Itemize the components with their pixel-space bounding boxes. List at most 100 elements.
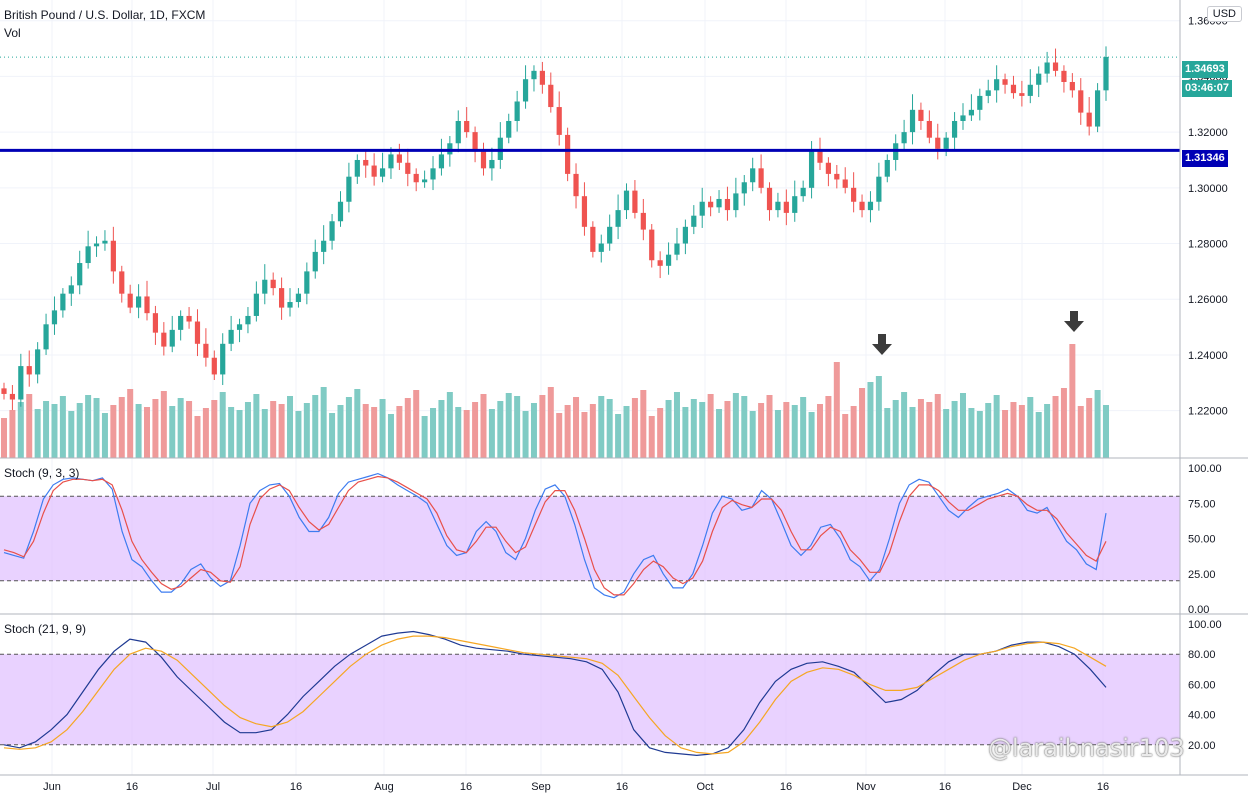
volume-bar — [303, 403, 310, 458]
candle-body — [724, 198, 731, 211]
candle-body — [236, 324, 243, 330]
candle-body — [152, 313, 159, 333]
candle-body — [279, 288, 285, 308]
candle-body — [379, 168, 386, 177]
candle-body — [228, 329, 234, 344]
volume-bar — [160, 391, 167, 458]
candle-body — [699, 201, 705, 216]
price-candles — [1, 46, 1109, 411]
candle-body — [674, 243, 680, 255]
volume-bar — [362, 404, 369, 458]
stoch-slow-title: Stoch (21, 9, 9) — [4, 622, 87, 636]
stoch-tick-label: 50.00 — [1188, 534, 1216, 546]
candle-body — [750, 168, 756, 183]
volume-bar — [539, 395, 546, 458]
volume-bar — [993, 395, 1000, 458]
candle-body — [253, 293, 259, 316]
candle-body — [1010, 84, 1017, 94]
candle-body — [733, 193, 739, 211]
last-price-badge: 1.34693 — [1182, 61, 1228, 78]
volume-bar — [1069, 344, 1076, 458]
stoch-slow-band — [0, 653, 1180, 746]
candle-body — [977, 95, 983, 110]
stoch-slow-lines — [3, 630, 1107, 757]
volume-bar — [270, 401, 277, 458]
volume-bar — [875, 376, 882, 458]
volume-bar — [1044, 404, 1051, 458]
volume-bar — [320, 387, 327, 458]
candle-body — [775, 201, 781, 211]
stoch-series-line — [3, 635, 1107, 755]
candle-body — [413, 173, 419, 183]
candle-body — [60, 293, 66, 311]
stoch-series-line — [3, 630, 1107, 757]
volume-bar — [682, 407, 689, 458]
volume-bar — [253, 394, 260, 458]
volume-markers — [872, 311, 1084, 355]
candle-body — [909, 109, 916, 133]
stoch-series-line — [3, 475, 1107, 596]
stoch-tick-label: 20.00 — [1188, 740, 1216, 752]
candle-body — [312, 251, 318, 272]
volume-bar — [371, 407, 378, 458]
candle-body — [867, 201, 874, 211]
volume-bar — [867, 382, 874, 458]
volume-bar — [261, 409, 268, 458]
volume-bar — [413, 390, 420, 458]
candle-body — [287, 302, 293, 308]
currency-badge[interactable]: USD — [1206, 6, 1242, 22]
candle-body — [1044, 62, 1050, 74]
candle-body — [935, 137, 941, 149]
volume-bar — [766, 395, 773, 458]
volume-bar — [287, 396, 294, 458]
stoch-tick-label: 60.00 — [1188, 679, 1216, 691]
candle-body — [422, 179, 428, 183]
time-tick-label: Oct — [696, 781, 713, 793]
time-tick-label: Jun — [43, 781, 61, 793]
volume-bar — [581, 412, 588, 458]
volume-bars — [1, 344, 1109, 458]
volume-bar — [295, 411, 302, 458]
volume-bar — [816, 404, 823, 458]
stoch-tick-label: 80.00 — [1188, 649, 1216, 661]
volume-bar — [1052, 396, 1059, 458]
volume-bar — [430, 408, 437, 458]
price-tick-label: 1.30000 — [1188, 183, 1228, 195]
volume-bar — [530, 403, 537, 458]
volume-bar — [169, 406, 176, 458]
candle-body — [68, 285, 74, 294]
candle-body — [985, 90, 991, 96]
candle-body — [691, 215, 697, 227]
candle-body — [447, 143, 453, 155]
volume-bar — [901, 392, 908, 458]
volume-bar — [514, 396, 521, 458]
volume-bar — [194, 416, 201, 458]
candle-body — [851, 187, 857, 202]
candle-body — [43, 324, 49, 350]
volume-bar — [278, 404, 285, 458]
support-line[interactable] — [0, 56, 1180, 152]
volume-bar — [589, 404, 596, 458]
volume-bar — [842, 414, 849, 458]
candle-body — [598, 243, 604, 252]
candle-body — [127, 293, 133, 308]
volume-bar — [547, 387, 554, 458]
overbought-oversold-band — [0, 496, 1180, 581]
candle-body — [632, 190, 638, 213]
volume-bar — [387, 414, 394, 458]
candle-body — [186, 315, 192, 322]
candle-body — [951, 120, 958, 138]
candle-body — [531, 70, 537, 80]
volume-bar — [34, 409, 41, 458]
volume-bar — [455, 407, 462, 458]
candle-body — [926, 120, 932, 138]
stoch-series-line — [3, 472, 1107, 599]
candle-body — [135, 296, 142, 308]
time-tick-label: 16 — [780, 781, 792, 793]
volume-bar — [505, 393, 512, 458]
candle-body — [506, 120, 512, 138]
time-axis[interactable]: Jun 16 Jul 16 Aug 16 Sep 16 Oct 16 Nov 16 Dec 16 — [43, 781, 1109, 793]
volume-bar — [934, 394, 941, 458]
volume-bar — [118, 397, 125, 458]
